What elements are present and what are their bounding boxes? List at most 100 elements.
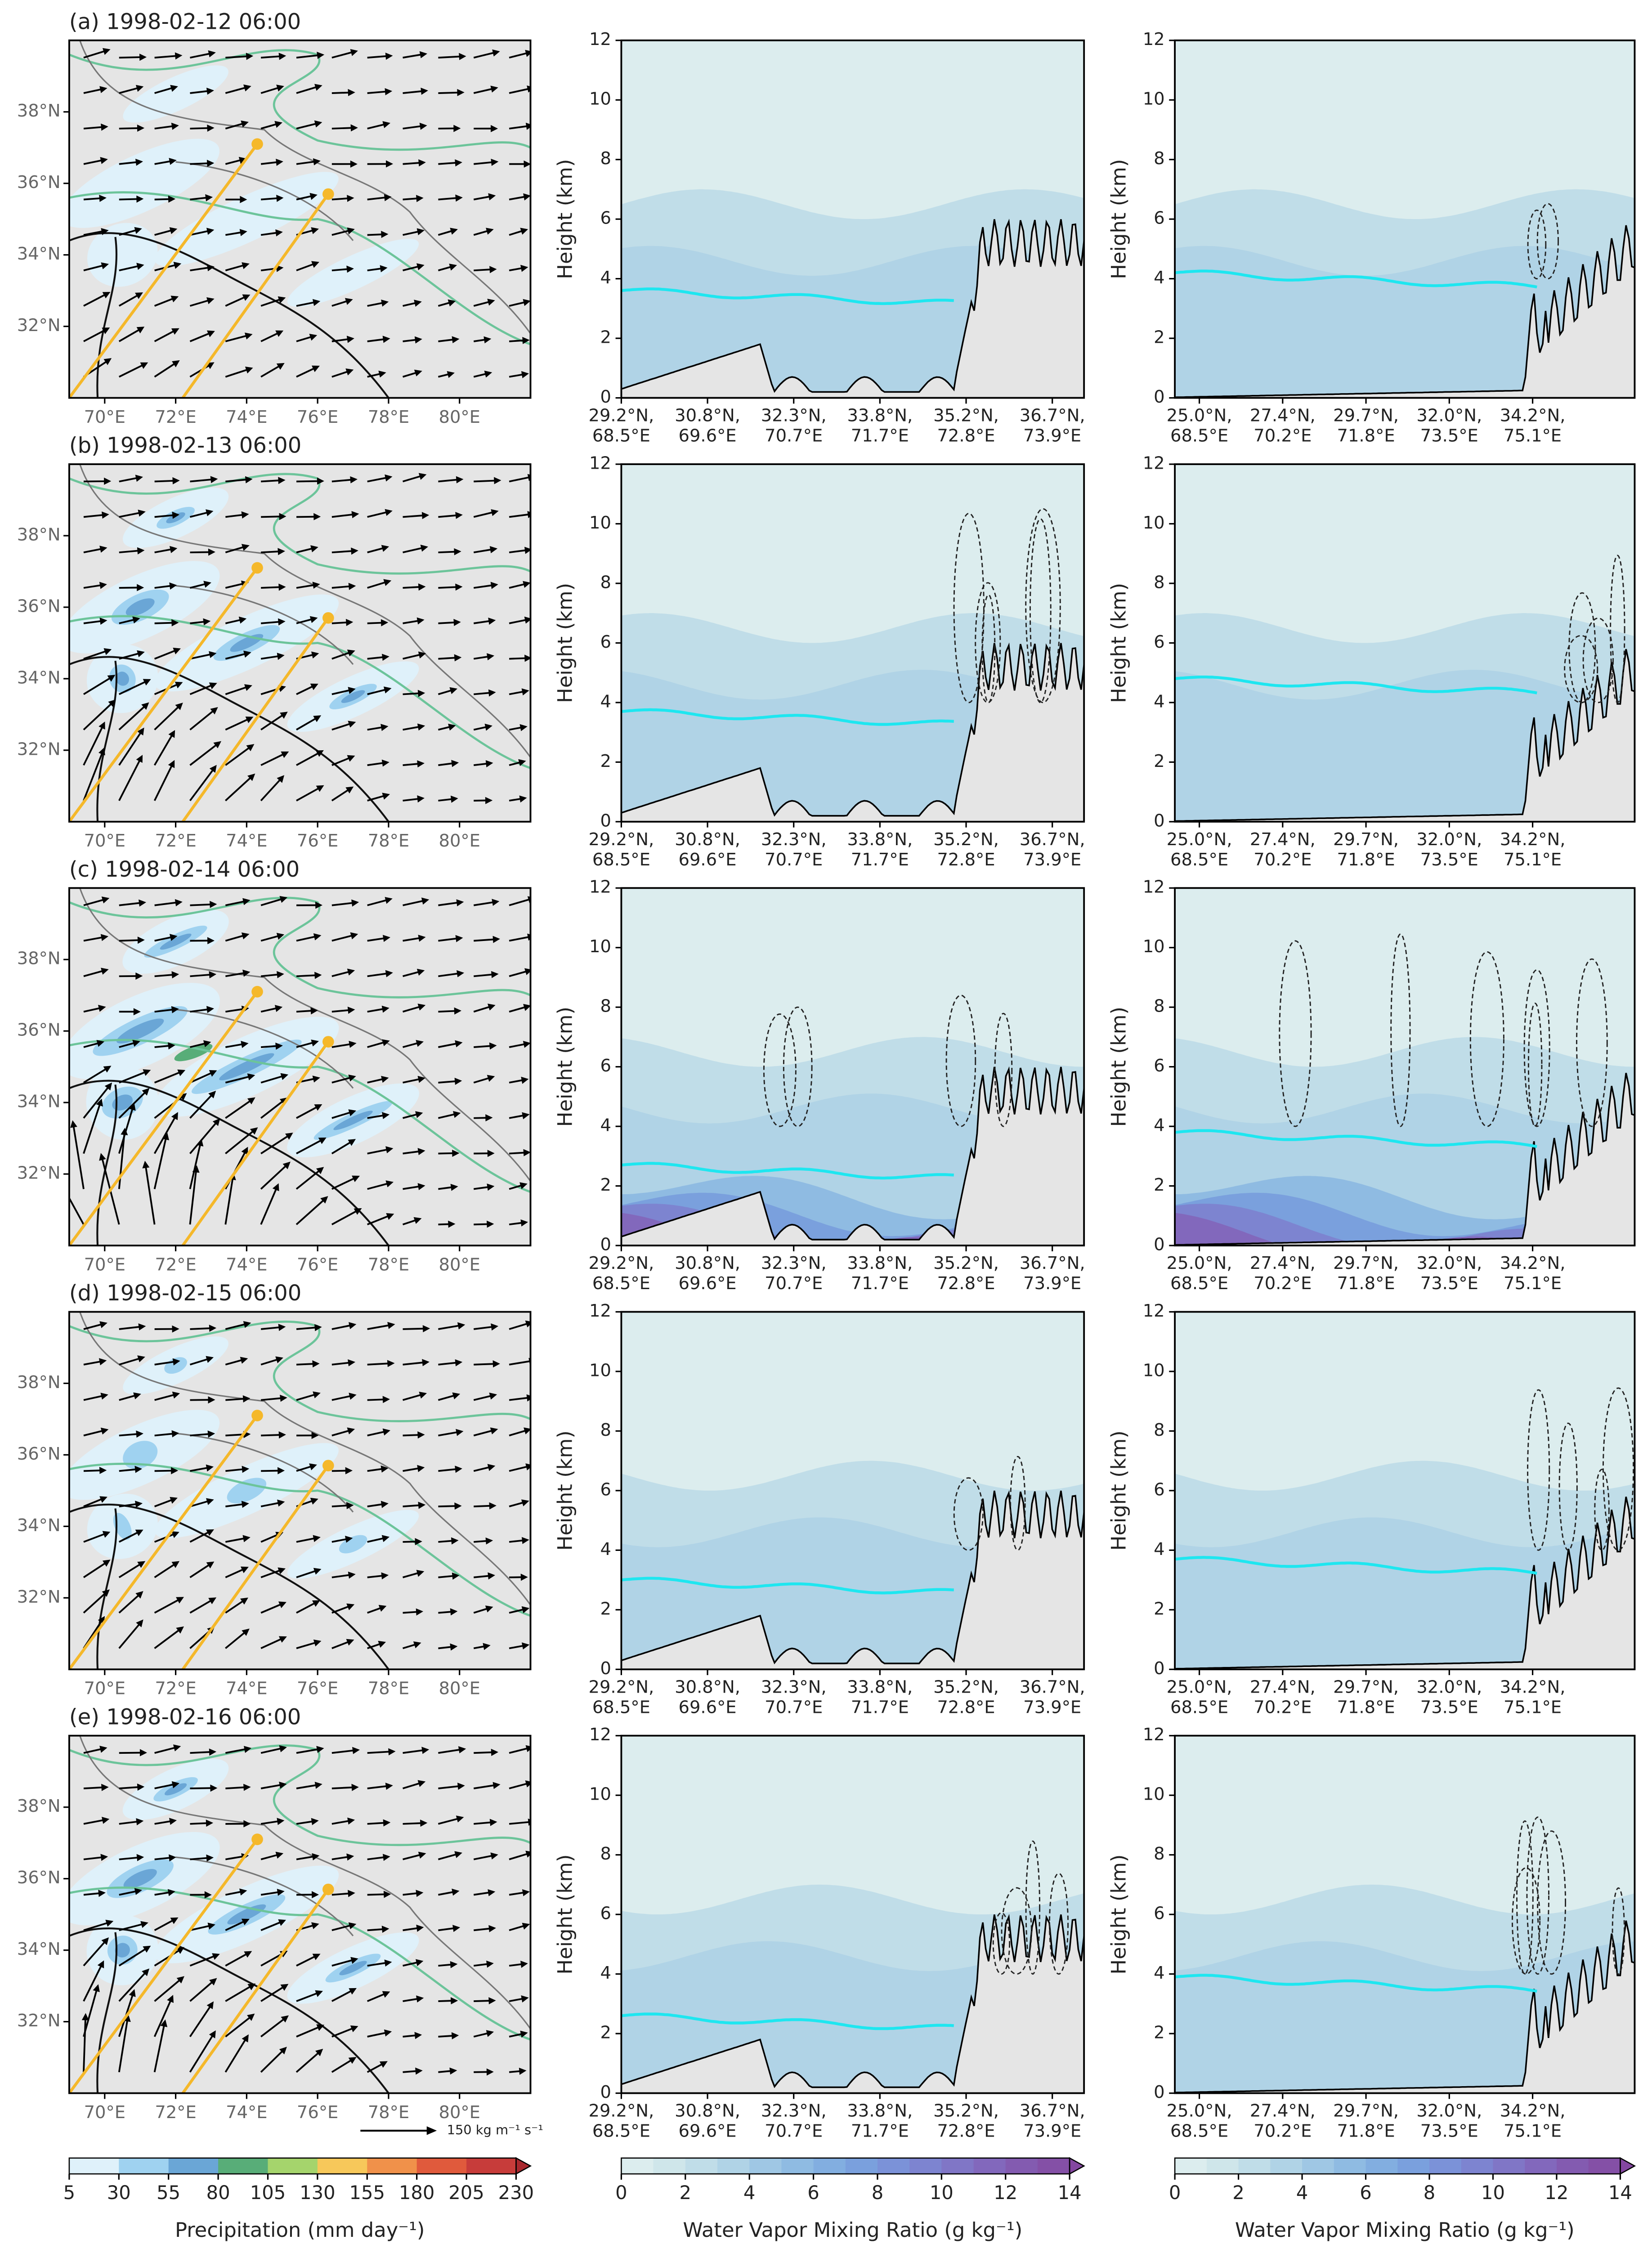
wind-vector <box>509 52 529 59</box>
wind-vector-head <box>238 616 247 624</box>
wind-vector <box>403 1572 421 1578</box>
wind-vector-head <box>206 1561 215 1568</box>
x-tick-label: 71.7°E <box>851 850 909 870</box>
wind-vector <box>403 899 425 906</box>
wind-vector <box>403 90 424 94</box>
wind-vector-head <box>490 582 498 589</box>
wind-vector-head <box>311 1818 319 1825</box>
y-tick-label: 4 <box>600 268 611 288</box>
y-tick-label: 4 <box>1154 1116 1164 1136</box>
wind-vector-head <box>101 1783 109 1791</box>
wind-vector <box>473 1326 494 1330</box>
wind-vector <box>83 1469 103 1472</box>
wind-vector-head <box>176 1976 184 1984</box>
wind-vector-head <box>416 617 425 625</box>
wind-vector-head <box>171 1430 179 1438</box>
wind-vector-head <box>346 1639 354 1646</box>
wind-vector <box>474 692 492 695</box>
wind-vector-head <box>175 52 183 60</box>
x-tick-label: 33.8°N, <box>847 829 913 850</box>
wind-vector-head <box>528 1819 531 1826</box>
wind-vector-head <box>348 1890 355 1897</box>
wind-vector-head <box>98 721 105 730</box>
cloud-contour <box>1558 1422 1578 1551</box>
wind-vector <box>190 1751 212 1754</box>
wind-vector-head <box>99 1153 106 1161</box>
wind-vector <box>296 1601 317 1614</box>
wind-vector-head <box>206 264 215 272</box>
wind-vector <box>367 1041 386 1048</box>
wind-vector-head <box>347 1007 355 1014</box>
wind-vector-head <box>171 1531 179 1538</box>
wind-vector-head <box>347 650 355 657</box>
wind-vector <box>331 1749 356 1754</box>
colorbar-tick-label: 230 <box>498 2182 534 2204</box>
wind-vector <box>473 901 496 906</box>
x-tick-label: 75.1°E <box>1504 850 1562 870</box>
wind-vector <box>260 655 281 660</box>
wind-vector <box>367 196 388 201</box>
terrain <box>1175 225 1635 398</box>
wind-vector <box>509 549 528 554</box>
wind-vector-head <box>162 1132 170 1141</box>
wind-vector <box>296 367 316 378</box>
x-tick-label: 73.9°E <box>1023 850 1081 870</box>
wind-vector <box>225 900 246 906</box>
wind-vector <box>473 548 493 554</box>
wind-vector-head <box>349 1040 357 1048</box>
wind-vector-head <box>102 1589 110 1597</box>
wind-vector-head <box>242 969 251 977</box>
x-tick-label: 29.2°N, <box>589 406 654 426</box>
cloud-contour <box>1025 508 1061 703</box>
colorbar-segment <box>1175 2158 1208 2174</box>
wind-vector <box>403 161 422 165</box>
wind-vector <box>83 1819 106 1825</box>
wind-vector <box>438 551 457 554</box>
y-tick-label: 6 <box>600 632 611 652</box>
wind-vector-head <box>486 2030 494 2037</box>
wind-vector-head <box>417 795 425 803</box>
x-tick-label: 68.5°E <box>1170 426 1228 446</box>
wind-vector-head <box>240 196 247 203</box>
wind-vector <box>260 161 279 165</box>
wind-vector <box>331 1924 353 1931</box>
wind-vector-head <box>385 1180 394 1187</box>
wind-vector-head <box>173 262 182 269</box>
x-tick-label: 27.4°N, <box>1250 829 1316 850</box>
wind-vector <box>331 479 354 483</box>
x-tick-label: 73.9°E <box>1023 1697 1081 1717</box>
wind-vector <box>83 480 107 483</box>
wind-vector-head <box>135 158 143 166</box>
wind-vector <box>438 1324 461 1330</box>
colorbar-tick-label: 2 <box>1232 2182 1245 2204</box>
wind-vector-head <box>455 159 462 167</box>
wind-vector-head <box>413 1217 422 1224</box>
x-tick-label: 70.7°E <box>765 1273 823 1294</box>
x-tick-label: 25.0°N, <box>1167 1253 1232 1273</box>
y-tick-label: 8 <box>600 572 611 592</box>
wind-vector <box>190 1822 209 1825</box>
wind-vector-head <box>519 2067 527 2075</box>
y-axis-label: Height (km) <box>1106 583 1130 703</box>
y-tick-label: 32°N <box>17 315 61 336</box>
wind-vector <box>367 899 389 906</box>
wind-vector-head <box>489 1502 497 1510</box>
wind-vector-head <box>382 793 390 800</box>
x-tick-label: 29.2°N, <box>589 829 654 850</box>
wind-vector <box>367 123 387 130</box>
wind-vector <box>331 722 352 731</box>
cloud-contour <box>975 582 1001 703</box>
wind-vector <box>225 1398 246 1401</box>
wind-vector-head <box>241 1918 250 1926</box>
wind-vector <box>403 1749 425 1754</box>
wind-vector-head <box>275 1042 283 1050</box>
wind-vector-head <box>311 651 319 659</box>
wind-vector-head <box>382 935 390 942</box>
wind-vector-head <box>418 583 426 591</box>
wind-vector-head <box>382 1854 390 1861</box>
wind-vector <box>118 328 141 342</box>
wind-vector-head <box>491 1748 499 1756</box>
wind-vector-head <box>209 765 217 773</box>
wind-vector-head <box>101 123 108 131</box>
wind-vector-head <box>419 122 427 130</box>
